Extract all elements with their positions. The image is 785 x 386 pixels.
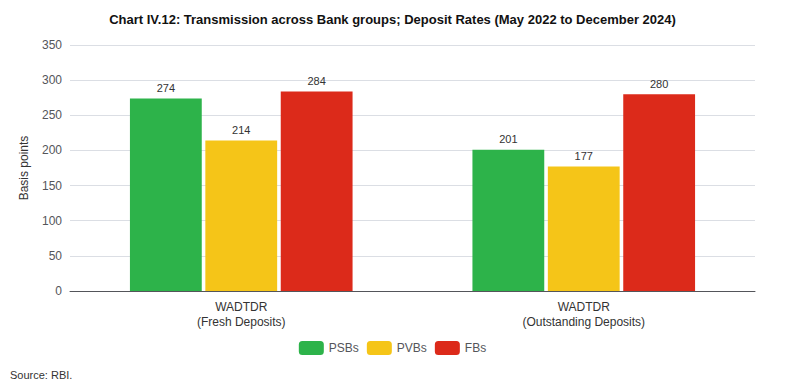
svg-text:(Fresh Deposits): (Fresh Deposits) bbox=[197, 315, 286, 329]
svg-text:PVBs: PVBs bbox=[397, 341, 427, 355]
svg-text:(Outstanding Deposits): (Outstanding Deposits) bbox=[522, 315, 645, 329]
svg-text:350: 350 bbox=[42, 38, 62, 52]
svg-text:284: 284 bbox=[307, 75, 325, 87]
svg-text:PSBs: PSBs bbox=[329, 341, 359, 355]
svg-text:280: 280 bbox=[650, 78, 668, 90]
svg-text:WADTDR: WADTDR bbox=[215, 300, 268, 314]
svg-text:FBs: FBs bbox=[465, 341, 486, 355]
svg-text:WADTDR: WADTDR bbox=[558, 300, 611, 314]
svg-text:150: 150 bbox=[42, 179, 62, 193]
svg-text:200: 200 bbox=[42, 143, 62, 157]
svg-text:250: 250 bbox=[42, 108, 62, 122]
svg-text:Basis points: Basis points bbox=[17, 136, 31, 201]
svg-text:300: 300 bbox=[42, 73, 62, 87]
svg-text:274: 274 bbox=[157, 82, 175, 94]
svg-text:50: 50 bbox=[49, 249, 63, 263]
svg-text:100: 100 bbox=[42, 214, 62, 228]
svg-text:201: 201 bbox=[499, 133, 517, 145]
svg-text:Chart IV.12: Transmission acro: Chart IV.12: Transmission across Bank gr… bbox=[109, 12, 676, 27]
svg-text:Source: RBI.: Source: RBI. bbox=[10, 369, 72, 381]
svg-text:0: 0 bbox=[55, 284, 62, 298]
svg-text:177: 177 bbox=[575, 150, 593, 162]
svg-text:214: 214 bbox=[232, 124, 250, 136]
